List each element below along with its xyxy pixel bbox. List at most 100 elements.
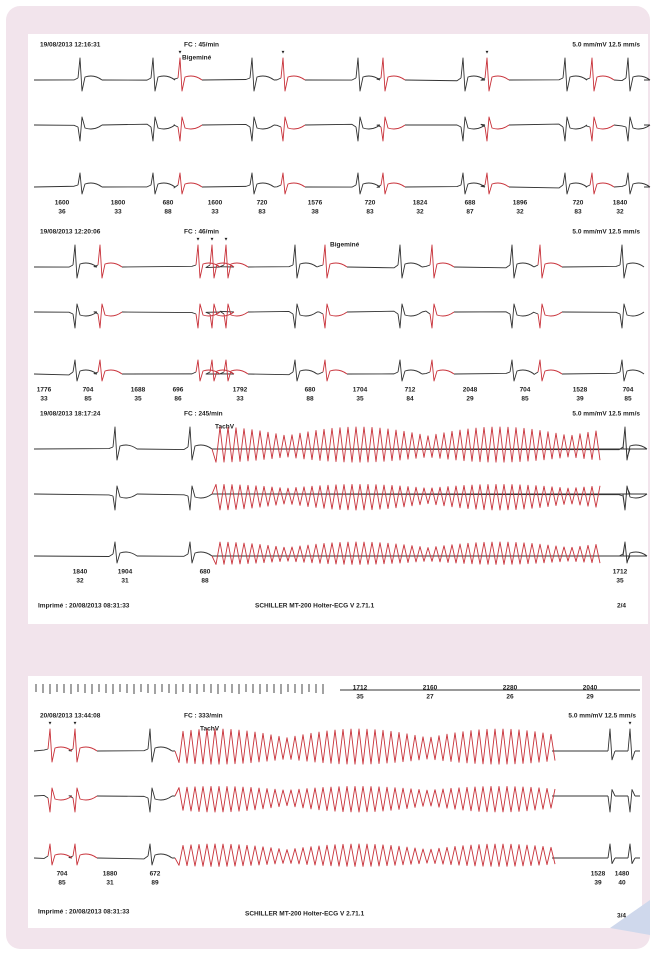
interval-bpm: 87 xyxy=(466,209,474,216)
interval-bpm: 85 xyxy=(624,396,632,403)
beat-marker: ▾ xyxy=(210,236,214,242)
interval-ms: 1840 xyxy=(73,569,88,576)
interval-ms: 2160 xyxy=(423,685,438,692)
beat-marker: ▾ xyxy=(178,49,182,55)
interval-ms: 1712 xyxy=(613,569,628,576)
interval-ms: 1800 xyxy=(111,200,126,207)
timestamp: 19/08/2013 12:20:06 xyxy=(40,229,101,236)
interval-ms: 704 xyxy=(520,387,531,394)
interval-bpm: 39 xyxy=(576,396,584,403)
scale: 5.0 mm/mV 12.5 mm/s xyxy=(572,42,640,49)
interval-ms: 1824 xyxy=(413,200,428,207)
interval-bpm: 33 xyxy=(236,396,244,403)
footer-device: SCHILLER MT-200 Holter-ECG V 2.71.1 xyxy=(245,911,365,918)
interval-bpm: 85 xyxy=(58,880,66,887)
screenshot: 19/08/2013 12:16:31 FC : 45/min 5.0 mm/mV … xyxy=(0,0,656,955)
page: {"page1": { "strips": [ {"timestamp": "1… xyxy=(0,0,656,955)
footer-device: SCHILLER MT-200 Holter-ECG V 2.71.1 xyxy=(255,603,375,610)
paper-sheet xyxy=(28,34,648,624)
interval-ms: 720 xyxy=(573,200,584,207)
interval-ms: 1712 xyxy=(353,685,368,692)
interval-ms: 696 xyxy=(173,387,184,394)
interval-ms: 1880 xyxy=(103,871,118,878)
beat-marker: ▾ xyxy=(73,720,77,726)
interval-bpm: 38 xyxy=(311,209,319,216)
annotation: TachV xyxy=(215,424,235,431)
footer-page: 3/4 xyxy=(617,913,626,920)
interval-bpm: 88 xyxy=(306,396,314,403)
annotation: Bigeminé xyxy=(330,242,360,249)
interval-ms: 1688 xyxy=(131,387,146,394)
interval-ms: 680 xyxy=(200,569,211,576)
interval-bpm: 83 xyxy=(258,209,266,216)
interval-ms: 704 xyxy=(623,387,634,394)
interval-ms: 2048 xyxy=(463,387,478,394)
interval-bpm: 31 xyxy=(106,880,114,887)
heart-rate: FC : 245/min xyxy=(184,411,223,418)
footer-printed: Imprimé : 20/08/2013 08:31:33 xyxy=(38,603,130,610)
interval-bpm: 32 xyxy=(76,578,84,585)
interval-bpm: 33 xyxy=(114,209,122,216)
interval-bpm: 84 xyxy=(406,396,414,403)
interval-ms: 704 xyxy=(57,871,68,878)
interval-bpm: 29 xyxy=(466,396,474,403)
interval-bpm: 26 xyxy=(506,694,514,701)
interval-bpm: 35 xyxy=(616,578,624,585)
interval-ms: 720 xyxy=(365,200,376,207)
interval-ms: 1600 xyxy=(208,200,223,207)
interval-bpm: 85 xyxy=(84,396,92,403)
footer-page: 2/4 xyxy=(617,603,626,610)
timestamp: 19/08/2013 12:16:31 xyxy=(40,42,101,49)
interval-bpm: 32 xyxy=(416,209,424,216)
interval-ms: 1904 xyxy=(118,569,133,576)
interval-bpm: 39 xyxy=(594,880,602,887)
annotation: Bigeminé xyxy=(182,55,212,62)
heart-rate: FC : 46/min xyxy=(184,229,219,236)
interval-bpm: 27 xyxy=(426,694,434,701)
interval-bpm: 33 xyxy=(40,396,48,403)
interval-ms: 1528 xyxy=(573,387,588,394)
annotation: TachV xyxy=(200,726,220,733)
interval-ms: 1528 xyxy=(591,871,606,878)
interval-ms: 688 xyxy=(465,200,476,207)
scale: 5.0 mm/mV 12.5 mm/s xyxy=(568,713,636,720)
beat-marker: ▾ xyxy=(224,236,228,242)
interval-bpm: 35 xyxy=(134,396,142,403)
interval-bpm: 29 xyxy=(586,694,594,701)
interval-bpm: 32 xyxy=(616,209,624,216)
interval-bpm: 86 xyxy=(174,396,182,403)
interval-bpm: 83 xyxy=(574,209,582,216)
interval-ms: 1576 xyxy=(308,200,323,207)
beat-marker: ▾ xyxy=(281,49,285,55)
interval-ms: 720 xyxy=(257,200,268,207)
beat-marker: ▾ xyxy=(48,720,52,726)
beat-marker: ▾ xyxy=(628,720,632,726)
interval-ms: 1600 xyxy=(55,200,70,207)
interval-bpm: 83 xyxy=(366,209,374,216)
interval-ms: 1896 xyxy=(513,200,528,207)
scale: 5.0 mm/mV 12.5 mm/s xyxy=(572,229,640,236)
interval-bpm: 35 xyxy=(356,694,364,701)
interval-bpm: 32 xyxy=(516,209,524,216)
interval-bpm: 40 xyxy=(618,880,626,887)
interval-ms: 680 xyxy=(305,387,316,394)
interval-bpm: 89 xyxy=(151,880,159,887)
timestamp: 19/08/2013 18:17:24 xyxy=(40,411,101,418)
interval-bpm: 88 xyxy=(164,209,172,216)
interval-bpm: 36 xyxy=(58,209,66,216)
beat-marker: ▾ xyxy=(196,236,200,242)
interval-bpm: 33 xyxy=(211,209,219,216)
interval-ms: 680 xyxy=(163,200,174,207)
interval-ms: 704 xyxy=(83,387,94,394)
scale: 5.0 mm/mV 12.5 mm/s xyxy=(572,411,640,418)
timestamp: 20/08/2013 13:44:08 xyxy=(40,713,101,720)
interval-ms: 1704 xyxy=(353,387,368,394)
interval-ms: 1792 xyxy=(233,387,248,394)
heart-rate: FC : 333/min xyxy=(184,713,223,720)
interval-ms: 1776 xyxy=(37,387,52,394)
interval-ms: 672 xyxy=(150,871,161,878)
heart-rate: FC : 45/min xyxy=(184,42,219,49)
interval-bpm: 31 xyxy=(121,578,129,585)
beat-marker: ▾ xyxy=(485,49,489,55)
interval-bpm: 85 xyxy=(521,396,529,403)
